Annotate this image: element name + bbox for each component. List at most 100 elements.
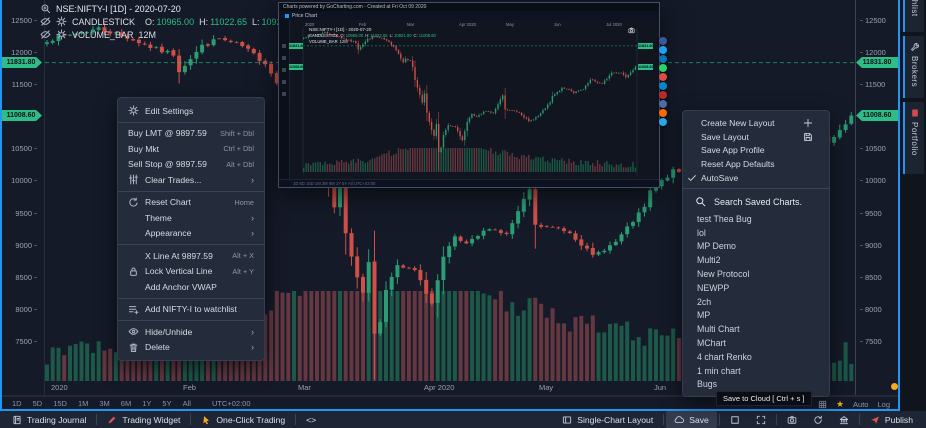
hide-study-icon[interactable] [40, 16, 51, 27]
side-tab-brokers[interactable]: Brokers [903, 36, 924, 98]
menu-item-save-layout[interactable]: Save Layout [683, 130, 829, 144]
study-settings-icon[interactable] [56, 29, 67, 40]
menu-item-add-anchor-vwap[interactable]: Add Anchor VWAP [118, 279, 264, 295]
trading-widget-button[interactable]: Trading Widget [99, 411, 188, 428]
grid-settings-icon[interactable] [818, 400, 827, 409]
saved-chart-item[interactable]: Bugs [697, 379, 718, 390]
menu-item-clear-trades[interactable]: Clear Trades... › [118, 172, 264, 188]
saved-chart-item[interactable]: MP Demo [697, 241, 736, 252]
zoom-area-icon[interactable] [40, 3, 51, 14]
share-whatsapp-icon[interactable] [659, 64, 667, 72]
saved-chart-item[interactable]: lol [697, 227, 706, 238]
publish-button[interactable]: Publish [862, 411, 921, 428]
menu-item-create-new-layout[interactable]: Create New Layout [683, 116, 829, 130]
share-quora-icon[interactable] [659, 91, 667, 99]
mini-time-tick: Apr 2020 [459, 22, 476, 27]
range-1d[interactable]: 1D [12, 398, 22, 408]
menu-item-sell-stop-9897-59[interactable]: Sell Stop @ 9897.59 Alt + Dbl [118, 157, 264, 173]
camera-button[interactable] [779, 411, 805, 428]
menu-item-autosave[interactable]: AutoSave [683, 171, 829, 185]
share-linkedin-icon[interactable] [659, 55, 667, 63]
refresh-button[interactable] [805, 411, 831, 428]
share-twitter-icon[interactable] [659, 46, 667, 54]
save-button[interactable]: Save [666, 411, 717, 428]
range-5y[interactable]: 5Y [162, 398, 172, 408]
menu-item-reset-chart[interactable]: Reset Chart Home [118, 195, 264, 211]
menu-item-reset-app-defaults[interactable]: Reset App Defaults [683, 157, 829, 171]
menu-shortcut: Alt + X [232, 251, 254, 261]
study-settings-icon[interactable] [56, 16, 67, 27]
share-facebook-icon[interactable] [659, 37, 667, 45]
item-button[interactable]: <> [298, 411, 324, 428]
saved-chart-item[interactable]: Multi Chart [697, 324, 740, 335]
saved-chart-item[interactable]: 2ch [697, 296, 712, 307]
side-tab-portfolio[interactable]: Portfolio [903, 102, 924, 174]
menu-item-edit-settings[interactable]: Edit Settings [118, 103, 264, 119]
side-tab-watchlist[interactable]: Watchlist [903, 0, 924, 32]
range-all[interactable]: All [182, 398, 191, 408]
menu-item-add-nifty-i-to-watchlist[interactable]: Add NIFTY-I to watchlist [118, 302, 264, 318]
range-15d[interactable]: 15D [53, 398, 67, 408]
search-label: Search Saved Charts. [714, 196, 803, 207]
columns-button[interactable] [831, 411, 857, 428]
menu-item-x-line-at-9897-59[interactable]: X Line At 9897.59 Alt + X [118, 248, 264, 264]
menu-separator [118, 320, 264, 321]
menu-item-hide-unhide[interactable]: Hide/Unhide › [118, 324, 264, 340]
auto-scale-toggle[interactable]: Auto [853, 399, 869, 409]
saved-chart-item[interactable]: 1 min chart [697, 365, 741, 376]
menu-item-lock-vertical-line[interactable]: Lock Vertical Line Alt + Y [118, 264, 264, 280]
range-6m[interactable]: 6M [120, 398, 132, 408]
share-vk-icon[interactable] [659, 100, 667, 108]
range-1y[interactable]: 1Y [142, 398, 152, 408]
range-3m[interactable]: 3M [99, 398, 110, 408]
menu-item-buy-mkt[interactable]: Buy Mkt Ctrl + Dbl [118, 141, 264, 157]
saved-chart-item[interactable]: 4 chart Renko [697, 351, 752, 362]
lock-icon [128, 266, 139, 277]
ohlc-label: L: [251, 16, 260, 27]
snapshot-camera-icon[interactable] [628, 27, 635, 34]
menu-item-label: X Line At 9897.59 [145, 250, 213, 261]
timezone-label[interactable]: UTC+02:00 [211, 398, 251, 408]
menu-item-label: Buy LMT @ 9897.59 [128, 128, 207, 139]
pen-icon [107, 415, 117, 425]
menu-item-theme[interactable]: Theme › [118, 210, 264, 226]
submenu-arrow-icon: › [251, 212, 254, 223]
saved-charts-search[interactable]: Search Saved Charts. [683, 192, 829, 212]
saved-chart-item[interactable]: MChart [697, 338, 726, 349]
ohlc-label: O: [340, 33, 345, 38]
share-mail-icon[interactable] [659, 118, 667, 126]
square-button[interactable] [722, 411, 748, 428]
log-scale-toggle[interactable]: Log [877, 399, 890, 409]
camera-icon [787, 415, 797, 425]
range-1m[interactable]: 1M [77, 398, 89, 408]
time-tick-jun: Jun [654, 383, 667, 392]
trading-journal-button[interactable]: Trading Journal [4, 411, 94, 428]
price-tick: 9500 [0, 209, 37, 218]
share-pinterest-icon[interactable] [659, 73, 667, 81]
menu-separator [118, 297, 264, 299]
favorite-star-icon[interactable]: ★ [835, 398, 845, 409]
price-tick: 12500 [860, 16, 886, 25]
expand-button[interactable] [748, 411, 774, 428]
menu-item-delete[interactable]: Delete › [118, 340, 264, 356]
panel-border-bottom [0, 409, 900, 411]
saved-chart-item[interactable]: test Thea Bug [697, 213, 752, 224]
single-chart-layout-button[interactable]: Single-Chart Layout [554, 411, 661, 428]
saved-chart-item[interactable]: NEWPP [697, 282, 730, 293]
saved-chart-item[interactable]: New Protocol [697, 269, 750, 280]
share-telegram-icon[interactable] [659, 82, 667, 90]
range-5d[interactable]: 5D [32, 398, 43, 408]
one-click-trading-button[interactable]: One-Click Trading [193, 411, 293, 428]
menu-item-buy-lmt-9897-59[interactable]: Buy LMT @ 9897.59 Shift + Dbl [118, 126, 264, 142]
mini-symbol-title: NSE:NIFTY-I [1D] - 2020-07-20 [309, 27, 372, 32]
trash-icon [128, 342, 139, 353]
study-volume[interactable]: VOLUME_BAR 12M [40, 28, 352, 41]
saved-chart-item[interactable]: Multi2 [697, 255, 721, 266]
share-reddit-icon[interactable] [659, 109, 667, 117]
hide-study-icon[interactable] [40, 29, 51, 40]
menu-item-appearance[interactable]: Appearance › [118, 226, 264, 242]
notification-dot[interactable] [891, 383, 898, 390]
menu-item-save-app-profile[interactable]: Save App Profile [683, 144, 829, 158]
saved-chart-item[interactable]: MP [697, 310, 711, 321]
menu-separator [683, 187, 829, 189]
